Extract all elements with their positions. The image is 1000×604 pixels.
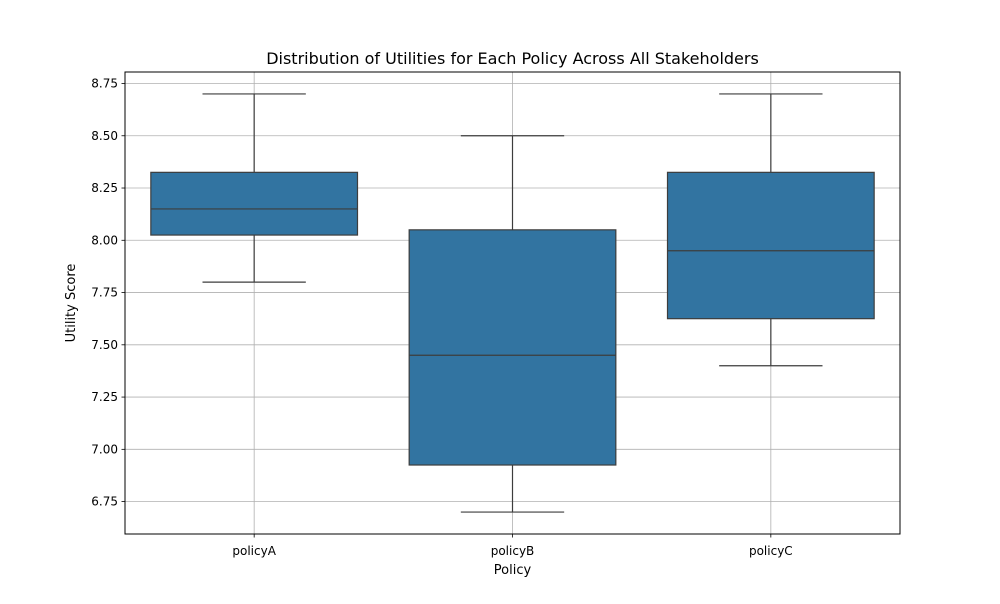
iqr-box [408,229,617,466]
iqr-box [150,171,359,236]
box-policyB [408,135,617,513]
y-tick-label: 7.75 [91,286,118,300]
x-tick-label: policyB [491,544,535,558]
x-tick-label: policyA [232,544,276,558]
x-tick-label: policyC [749,544,793,558]
box-policyA [150,93,359,283]
box-policyC [666,93,875,367]
y-axis-label: Utility Score [64,264,79,343]
y-tick-label: 8.25 [91,181,118,195]
chart-title: Distribution of Utilities for Each Polic… [266,49,759,68]
boxes-layer [150,93,875,513]
y-tick-label: 7.50 [91,338,118,352]
y-tick-label: 8.00 [91,233,118,247]
y-tick-label: 7.00 [91,442,118,456]
y-tick-label: 7.25 [91,390,118,404]
iqr-box [666,171,875,320]
y-tick-label: 8.50 [91,129,118,143]
ticks-layer: 6.75 7.00 7.25 7.50 7.75 8.00 8.25 8.50 8.75 poli… [91,76,792,558]
y-tick-label: 8.75 [91,76,118,90]
x-axis-label: Policy [494,563,532,578]
y-tick-label: 6.75 [91,495,118,509]
